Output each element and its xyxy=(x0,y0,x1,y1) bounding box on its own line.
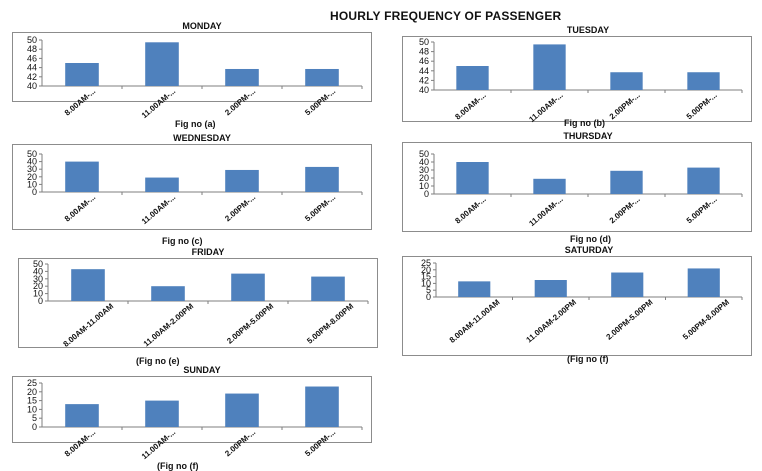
y-tick-label: 42 xyxy=(419,75,429,85)
bar xyxy=(456,162,489,194)
y-tick-label: 10 xyxy=(419,181,429,191)
bar xyxy=(611,272,644,297)
y-tick-label: 0 xyxy=(32,187,37,197)
y-tick-label: 40 xyxy=(27,81,37,91)
y-tick-label: 30 xyxy=(33,274,43,284)
y-tick-label: 0 xyxy=(426,292,431,302)
bar xyxy=(225,169,259,192)
y-tick-label: 40 xyxy=(419,157,429,167)
figure-caption: (Fig no (f) xyxy=(567,354,608,364)
bar xyxy=(610,170,643,194)
bar xyxy=(311,276,345,301)
chart-title: SUNDAY xyxy=(183,365,220,375)
y-tick-label: 25 xyxy=(27,378,37,388)
y-tick-label: 5 xyxy=(32,413,37,423)
bar xyxy=(610,72,643,90)
y-tick-label: 20 xyxy=(27,387,37,397)
bar xyxy=(145,42,179,86)
y-tick-label: 46 xyxy=(27,53,37,63)
y-tick-label: 15 xyxy=(27,396,37,406)
y-tick-label: 40 xyxy=(27,157,37,167)
chart-title: SATURDAY xyxy=(565,245,614,255)
y-tick-label: 50 xyxy=(27,35,37,45)
bar xyxy=(456,66,489,90)
y-tick-label: 20 xyxy=(27,172,37,182)
y-tick-label: 46 xyxy=(419,56,429,66)
bar xyxy=(534,280,567,297)
page-title: HOURLY FREQUENCY OF PASSENGER xyxy=(330,9,562,23)
bar xyxy=(305,166,339,192)
chart-title: WEDNESDAY xyxy=(173,133,231,143)
y-tick-label: 0 xyxy=(424,189,429,199)
bar xyxy=(145,177,179,192)
y-tick-label: 40 xyxy=(33,266,43,276)
y-tick-label: 0 xyxy=(38,296,43,306)
bar xyxy=(145,400,179,427)
chart-title: MONDAY xyxy=(182,21,221,31)
y-tick-label: 50 xyxy=(33,259,43,269)
y-tick-label: 44 xyxy=(27,63,37,73)
y-tick-label: 10 xyxy=(33,289,43,299)
figure-caption: (Fig no (e) xyxy=(136,356,180,366)
y-tick-label: 50 xyxy=(419,37,429,47)
y-tick-label: 10 xyxy=(27,179,37,189)
bar xyxy=(305,386,339,427)
chart-title: TUESDAY xyxy=(567,25,609,35)
bar xyxy=(225,68,259,86)
bar xyxy=(533,178,566,194)
chart-title: FRIDAY xyxy=(192,247,225,257)
y-tick-label: 48 xyxy=(419,47,429,57)
bar xyxy=(687,72,720,90)
bar xyxy=(305,68,339,86)
y-tick-label: 0 xyxy=(32,422,37,432)
bar xyxy=(151,286,185,301)
bar xyxy=(687,167,720,194)
y-tick-label: 48 xyxy=(27,44,37,54)
figure-caption: Fig no (c) xyxy=(162,236,203,246)
bar xyxy=(225,393,259,427)
y-tick-label: 5 xyxy=(426,285,431,295)
bar xyxy=(687,268,720,297)
bar xyxy=(65,63,99,86)
y-tick-label: 20 xyxy=(33,281,43,291)
y-tick-label: 50 xyxy=(27,149,37,159)
y-tick-label: 30 xyxy=(419,165,429,175)
bar xyxy=(458,281,491,297)
y-tick-label: 50 xyxy=(419,149,429,159)
figure-caption: (Fig no (f) xyxy=(157,461,198,471)
y-tick-label: 42 xyxy=(27,72,37,82)
y-tick-label: 10 xyxy=(421,278,431,288)
y-tick-label: 40 xyxy=(419,85,429,95)
y-tick-label: 25 xyxy=(421,258,431,268)
y-tick-label: 30 xyxy=(27,164,37,174)
bar xyxy=(71,269,105,301)
chart-title: THURSDAY xyxy=(563,131,612,141)
figure-caption: Fig no (d) xyxy=(570,234,611,244)
figure-caption: Fig no (b) xyxy=(564,118,605,128)
y-tick-label: 44 xyxy=(419,66,429,76)
y-tick-label: 20 xyxy=(421,265,431,275)
y-tick-label: 10 xyxy=(27,404,37,414)
bar xyxy=(65,161,99,192)
y-tick-label: 20 xyxy=(419,173,429,183)
bar xyxy=(231,273,265,301)
figure-caption: Fig no (a) xyxy=(175,119,216,129)
bar xyxy=(65,404,99,427)
bar xyxy=(533,44,566,90)
y-tick-label: 15 xyxy=(421,272,431,282)
